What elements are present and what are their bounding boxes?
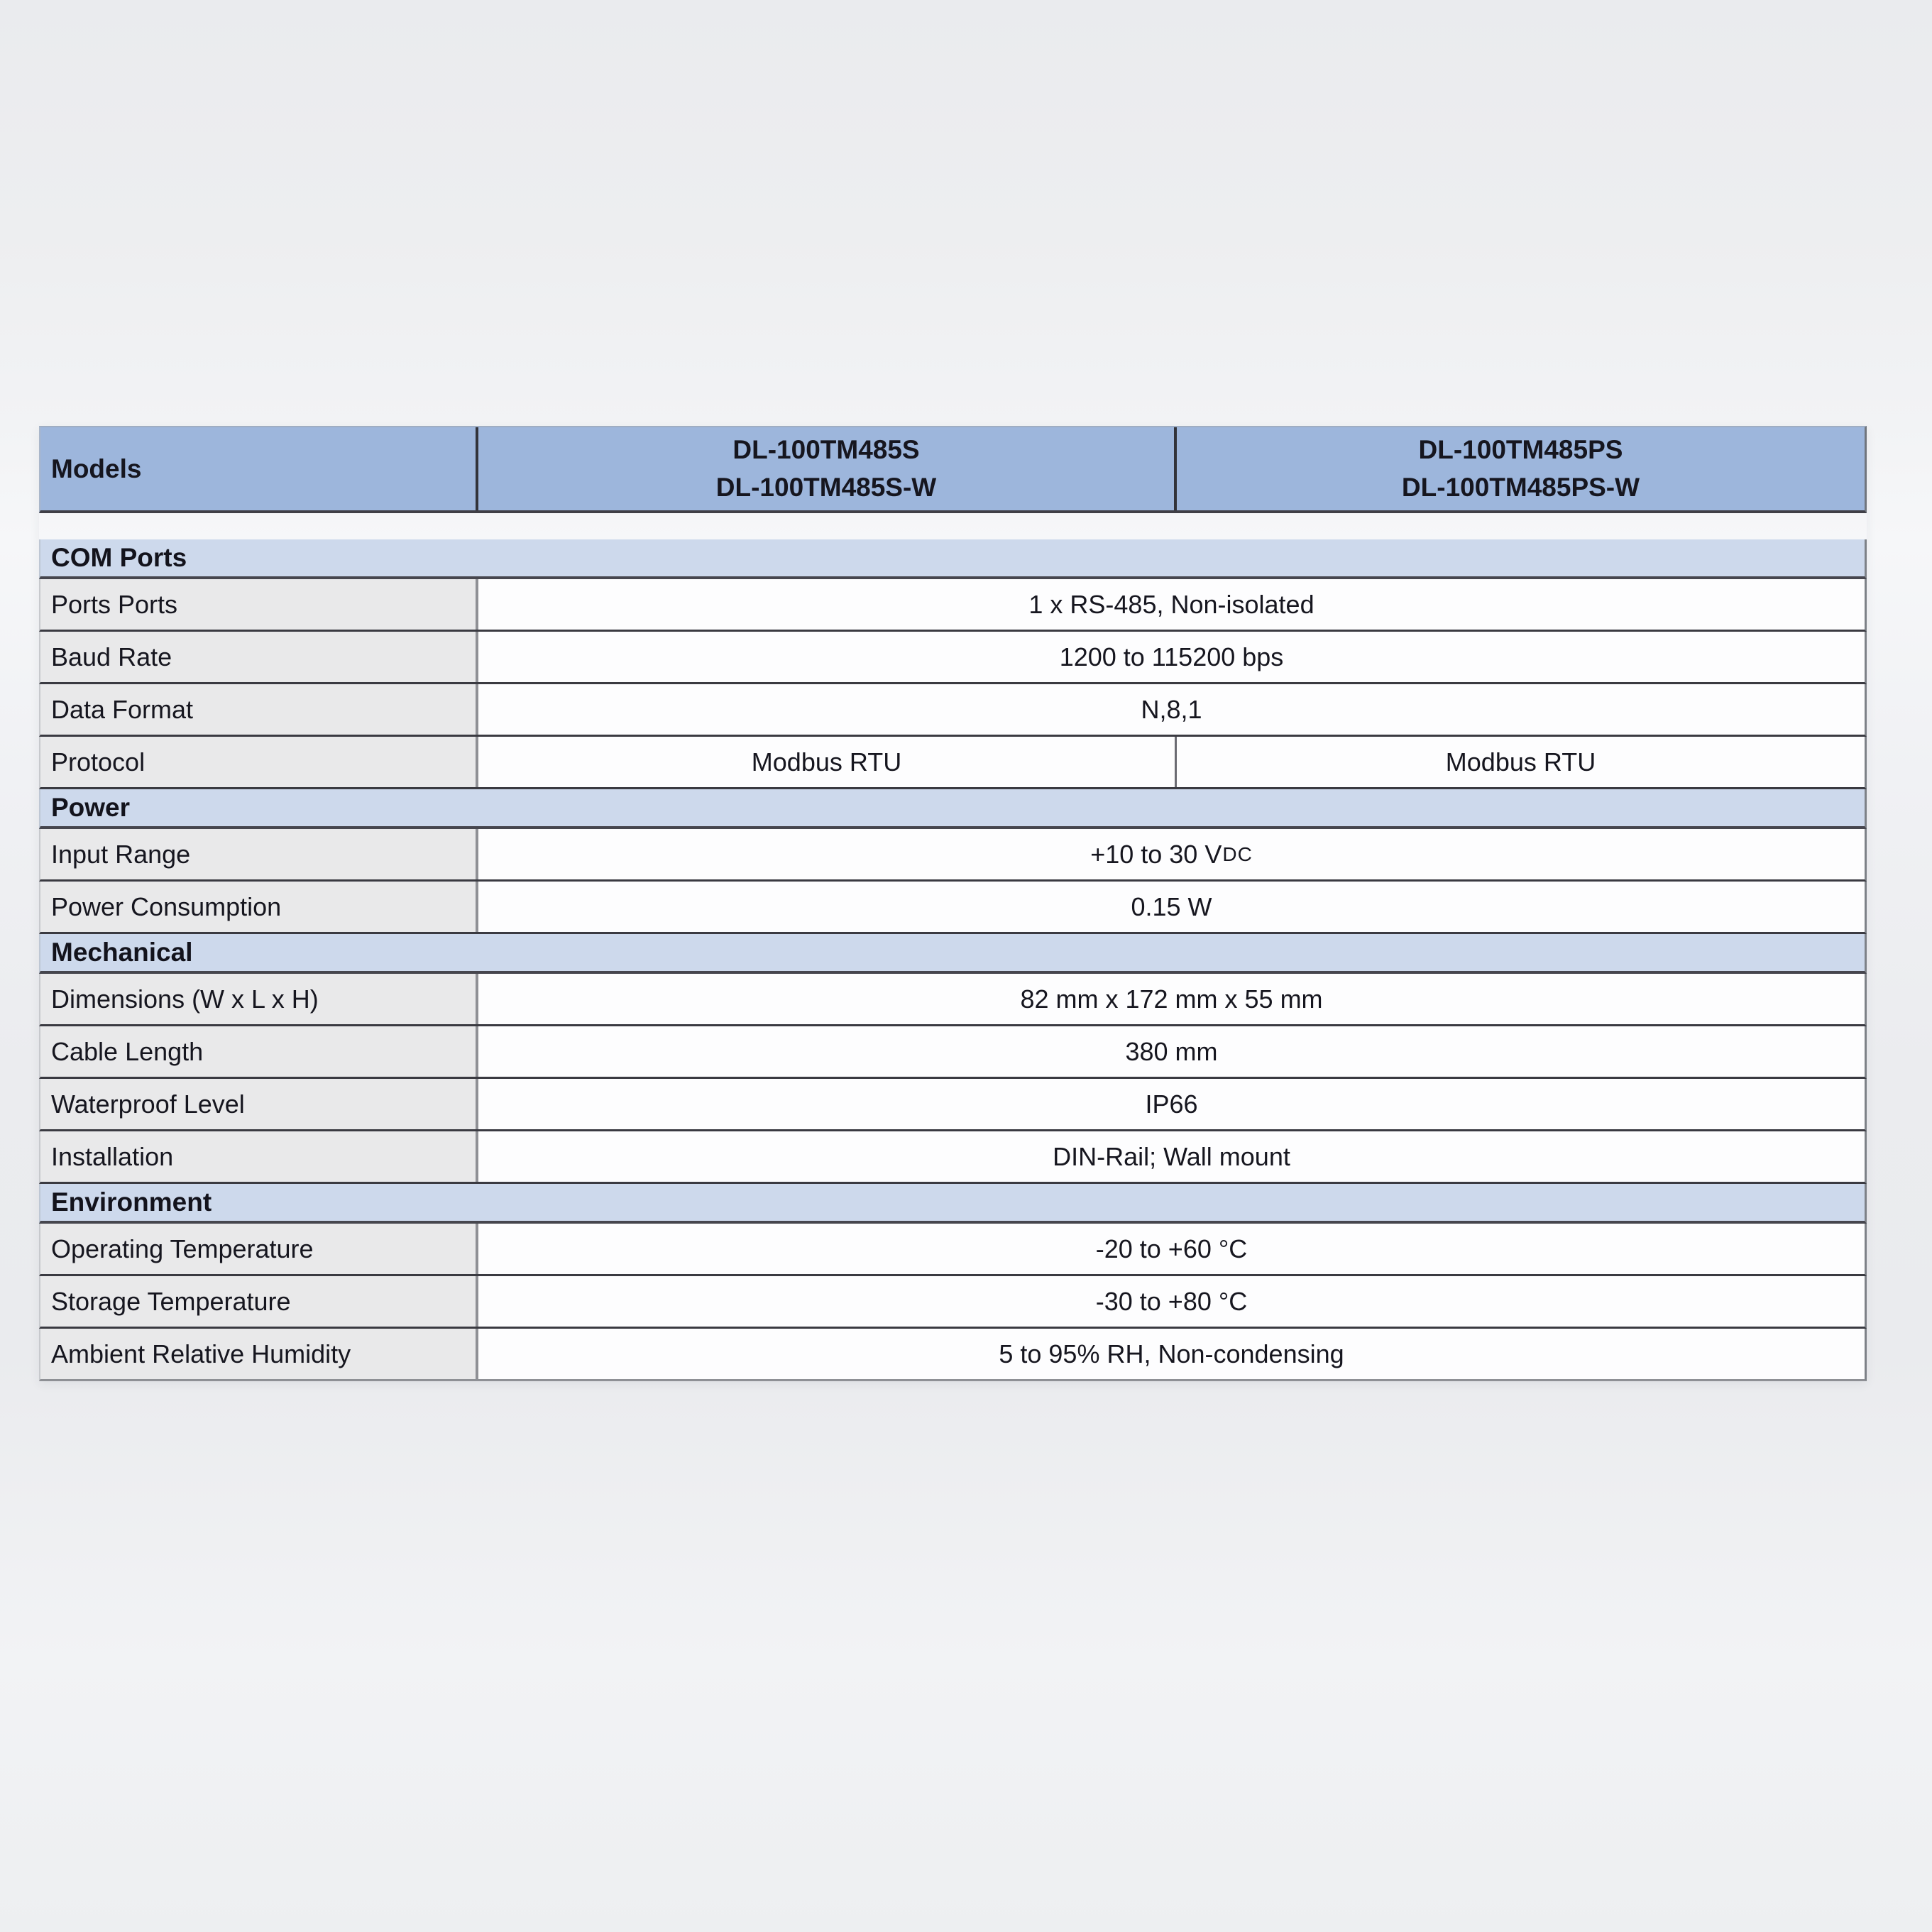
spec-row-value: 1200 to 115200 bps	[478, 632, 1865, 682]
spec-value-text: 82 mm x 172 mm x 55 mm	[1020, 984, 1323, 1014]
specification-table: Models DL-100TM485S DL-100TM485S-W DL-10…	[39, 426, 1867, 1381]
spec-row-label: Cable Length	[40, 1026, 478, 1077]
spec-value-unit-small: DC	[1222, 842, 1253, 865]
spec-row: Input Range +10 to 30 V DC	[39, 829, 1867, 882]
section-title: Environment	[51, 1187, 212, 1217]
spec-row-label: Waterproof Level	[40, 1079, 478, 1129]
spec-row-label: Operating Temperature	[40, 1224, 478, 1274]
spec-row-value: 380 mm	[478, 1026, 1865, 1077]
spec-row-value: -20 to +60 °C	[478, 1224, 1865, 1274]
model-column-1: DL-100TM485S DL-100TM485S-W	[478, 427, 1177, 510]
spec-row-value: +10 to 30 V DC	[478, 829, 1865, 879]
spec-row-label: Installation	[40, 1131, 478, 1182]
spec-row-value: 82 mm x 172 mm x 55 mm	[478, 974, 1865, 1024]
section-title: COM Ports	[51, 543, 187, 572]
spec-row: Operating Temperature -20 to +60 °C	[39, 1224, 1867, 1276]
spec-value-text: 5 to 95% RH, Non-condensing	[999, 1339, 1344, 1368]
models-header-row: Models DL-100TM485S DL-100TM485S-W DL-10…	[39, 426, 1867, 513]
spec-value-text: -30 to +80 °C	[1095, 1286, 1248, 1316]
spec-row-label: Ports Ports	[40, 579, 478, 630]
spec-row-label: Storage Temperature	[40, 1276, 478, 1327]
model-name: DL-100TM485S	[732, 434, 920, 464]
section-header: Mechanical	[39, 934, 1867, 974]
spec-row-value: -30 to +80 °C	[478, 1276, 1865, 1327]
model-name: DL-100TM485PS-W	[1401, 472, 1640, 502]
spec-row-value: N,8,1	[478, 684, 1865, 735]
section-header: Power	[39, 789, 1867, 829]
spec-row: Protocol Modbus RTU Modbus RTU	[39, 737, 1867, 789]
spec-row: Dimensions (W x L x H) 82 mm x 172 mm x 5…	[39, 974, 1867, 1026]
spec-value-text: +10 to 30 V	[1090, 839, 1222, 869]
spec-value-text: N,8,1	[1141, 694, 1202, 724]
spec-row-value: DIN-Rail; Wall mount	[478, 1131, 1865, 1182]
spec-value-text: 0.15 W	[1131, 891, 1212, 921]
spec-row: Ports Ports 1 x RS-485, Non-isolated	[39, 579, 1867, 632]
spec-row: Data Format N,8,1	[39, 684, 1867, 737]
spec-value-text: 1200 to 115200 bps	[1059, 642, 1284, 671]
section-header: Environment	[39, 1184, 1867, 1224]
spec-row-label: Dimensions (W x L x H)	[40, 974, 478, 1024]
spec-row-label: Power Consumption	[40, 882, 478, 932]
model-name: DL-100TM485PS	[1418, 434, 1623, 464]
spec-row: Ambient Relative Humidity 5 to 95% RH, No…	[39, 1329, 1867, 1381]
spec-row-label: Baud Rate	[40, 632, 478, 682]
section-title: Mechanical	[51, 938, 193, 967]
sections-container: COM Ports Ports Ports 1 x RS-485, Non-isol…	[39, 539, 1867, 1381]
spec-row: Storage Temperature -30 to +80 °C	[39, 1276, 1867, 1329]
spec-row: Baud Rate 1200 to 115200 bps	[39, 632, 1867, 684]
spec-value-text: IP66	[1145, 1089, 1198, 1119]
spec-row-value: 1 x RS-485, Non-isolated	[478, 579, 1865, 630]
spec-row: Power Consumption 0.15 W	[39, 882, 1867, 934]
spec-row-value: Modbus RTU	[1177, 737, 1865, 787]
section-title: Power	[51, 793, 131, 822]
spec-row-label: Input Range	[40, 829, 478, 879]
spec-row-label: Data Format	[40, 684, 478, 735]
header-gap	[39, 513, 1867, 539]
spec-row-value: Modbus RTU	[478, 737, 1177, 787]
spec-value-text: 380 mm	[1125, 1036, 1218, 1066]
spec-row: Cable Length 380 mm	[39, 1026, 1867, 1079]
models-header-cell: Models	[40, 427, 478, 510]
spec-value-text: DIN-Rail; Wall mount	[1053, 1141, 1290, 1171]
spec-row-value: 5 to 95% RH, Non-condensing	[478, 1329, 1865, 1379]
section-header: COM Ports	[39, 539, 1867, 579]
spec-row-label: Ambient Relative Humidity	[40, 1329, 478, 1379]
spec-row: Installation DIN-Rail; Wall mount	[39, 1131, 1867, 1184]
spec-value-text: -20 to +60 °C	[1095, 1234, 1248, 1263]
spec-row-value: IP66	[478, 1079, 1865, 1129]
model-column-2: DL-100TM485PS DL-100TM485PS-W	[1177, 427, 1865, 510]
model-name: DL-100TM485S-W	[715, 472, 937, 502]
spec-row: Waterproof Level IP66	[39, 1079, 1867, 1131]
spec-value-text: 1 x RS-485, Non-isolated	[1028, 589, 1314, 619]
spec-row-value: 0.15 W	[478, 882, 1865, 932]
spec-row-label: Protocol	[40, 737, 478, 787]
